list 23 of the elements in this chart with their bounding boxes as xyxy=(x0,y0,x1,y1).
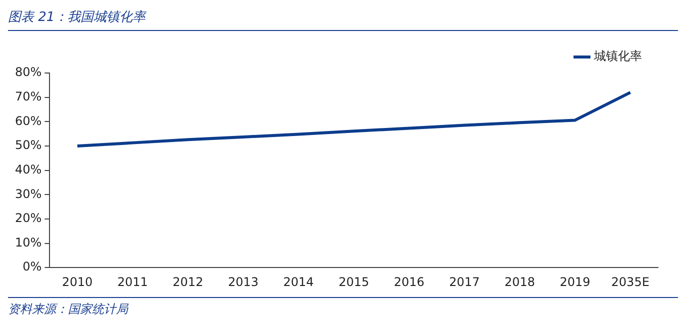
x-tick-label: 2012 xyxy=(172,274,204,289)
x-tick-label: 2035E xyxy=(611,274,650,289)
y-tick-label: 80% xyxy=(15,65,42,80)
legend-label: 城镇化率 xyxy=(593,49,642,64)
x-tick-label: 2017 xyxy=(449,274,480,289)
text: 资料来源：国家统计局 xyxy=(8,297,678,318)
y-tick-label: 40% xyxy=(15,162,42,176)
y-tick-label: 70% xyxy=(15,89,42,104)
y-tick-label: 60% xyxy=(15,114,42,128)
x-tick-label: 2011 xyxy=(117,274,148,289)
x-tick-label: 2013 xyxy=(228,274,259,289)
x-tick-label: 2019 xyxy=(560,274,590,289)
x-tick-label: 2014 xyxy=(283,274,314,289)
y-tick-label: 30% xyxy=(15,186,42,201)
y-tick-label: 20% xyxy=(15,211,42,226)
y-tick-label: 0% xyxy=(22,260,42,274)
x-tick-label: 2016 xyxy=(394,274,424,289)
x-tick-label: 2015 xyxy=(338,274,370,289)
x-tick-label: 2018 xyxy=(504,274,536,289)
y-tick-label: 10% xyxy=(15,235,42,250)
y-tick-label: 50% xyxy=(15,138,42,152)
x-tick-label: 2010 xyxy=(62,274,93,289)
chart-title: 图表 21：我国城镇化率 xyxy=(8,8,678,31)
